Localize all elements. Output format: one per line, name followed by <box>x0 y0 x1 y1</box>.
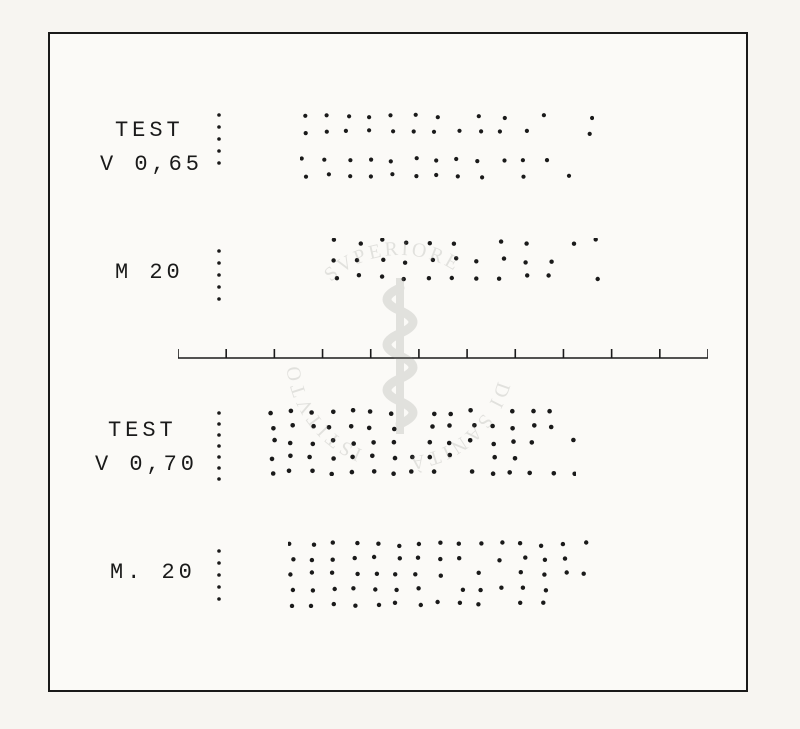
vertical-dot-marker <box>216 112 224 166</box>
label-row1-line2: V 0,65 <box>100 152 203 177</box>
page-root: TEST V 0,65 M 20 TEST V 0,70 M. 20 SVPER… <box>0 0 800 729</box>
vertical-dot-marker <box>216 548 224 602</box>
dot-strip <box>268 408 576 476</box>
vertical-dot-marker <box>216 248 224 302</box>
label-row3-line2: V 0,70 <box>95 452 198 477</box>
dot-strip <box>288 540 590 608</box>
dot-strip <box>300 112 594 180</box>
label-row4-line1: M. 20 <box>110 560 196 585</box>
label-row1-line1: TEST <box>115 118 184 143</box>
vertical-dot-marker <box>216 410 224 482</box>
center-axis <box>178 348 708 368</box>
axis-svg <box>178 348 708 368</box>
dot-strip <box>330 238 602 282</box>
label-row2-line1: M 20 <box>115 260 184 285</box>
label-row3-line1: TEST <box>108 418 177 443</box>
